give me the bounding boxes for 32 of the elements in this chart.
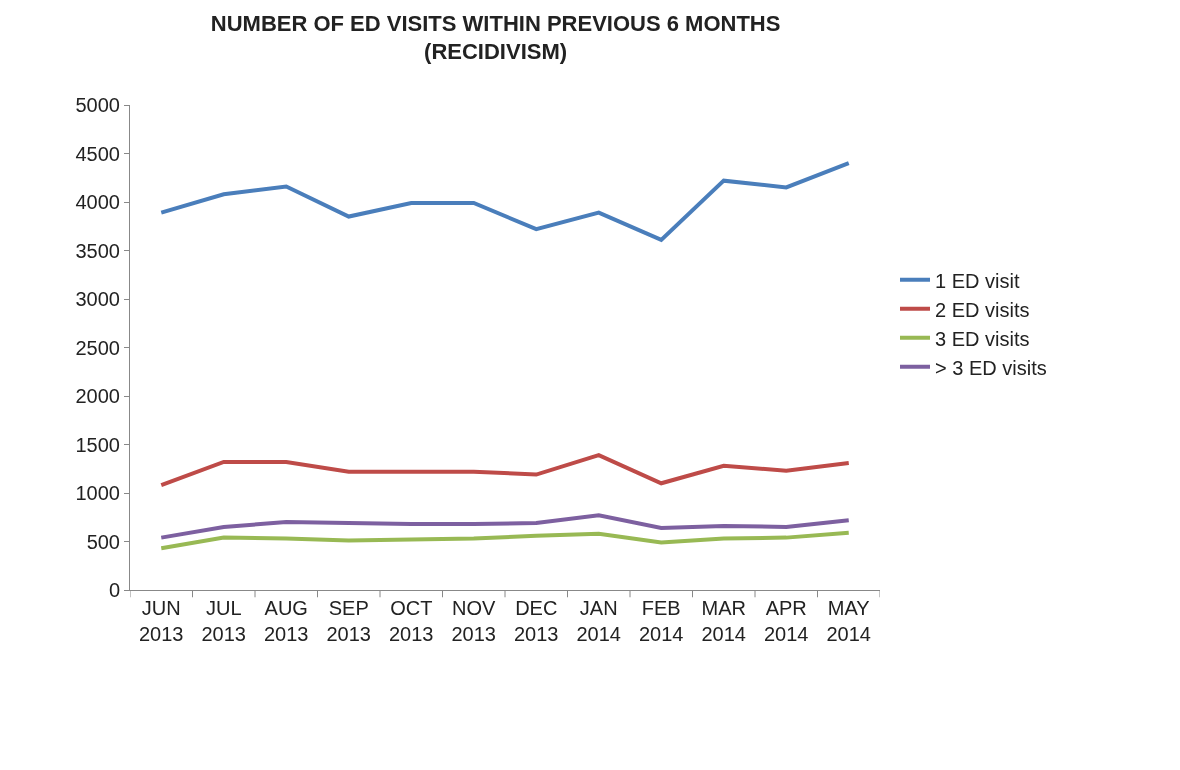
x-tick-label: OCT 2013 xyxy=(389,597,434,645)
y-tick-label: 4000 xyxy=(75,191,120,213)
y-tick-label: 2500 xyxy=(75,336,120,359)
y-tick-label: 4500 xyxy=(75,142,120,165)
line-series xyxy=(159,530,851,551)
x-tick-label: JAN 2014 xyxy=(576,597,621,645)
y-tick-label: 5000 xyxy=(75,94,120,116)
x-tick-label: MAR 2014 xyxy=(701,597,746,645)
x-tick-label: JUL 2013 xyxy=(201,597,246,645)
y-tick-label: 1500 xyxy=(75,433,120,456)
x-tick-label: MAY 2014 xyxy=(826,597,871,645)
line-series xyxy=(159,453,851,488)
legend-label: 2 ED visits xyxy=(935,298,1030,321)
line-series xyxy=(159,161,851,242)
x-tick-label: SEP 2013 xyxy=(326,597,371,645)
y-tick-label: 500 xyxy=(86,530,120,553)
legend-label: > 3 ED visits xyxy=(935,356,1047,379)
y-tick-label: 2000 xyxy=(75,385,120,407)
x-tick-label: NOV 2013 xyxy=(451,597,497,645)
y-tick-label: 1000 xyxy=(75,482,120,504)
x-tick-label: APR 2014 xyxy=(764,597,809,645)
x-tick-label: JUN 2013 xyxy=(139,597,184,645)
legend-label: 3 ED visits xyxy=(935,327,1030,350)
legend-label: 1 ED visit xyxy=(935,269,1020,292)
y-tick-label: 3000 xyxy=(75,288,120,310)
y-tick-label: 0 xyxy=(108,579,120,601)
line-series xyxy=(159,513,851,540)
chart-title: NUMBER OF ED VISITS WITHIN PREVIOUS 6 MONTHS (RECIDIVISM) xyxy=(210,10,781,65)
x-tick-label: AUG 2013 xyxy=(264,597,309,645)
x-tick-label: FEB 2014 xyxy=(639,597,684,645)
y-tick-label: 3500 xyxy=(75,239,120,262)
x-tick-label: DEC 2013 xyxy=(514,597,559,645)
